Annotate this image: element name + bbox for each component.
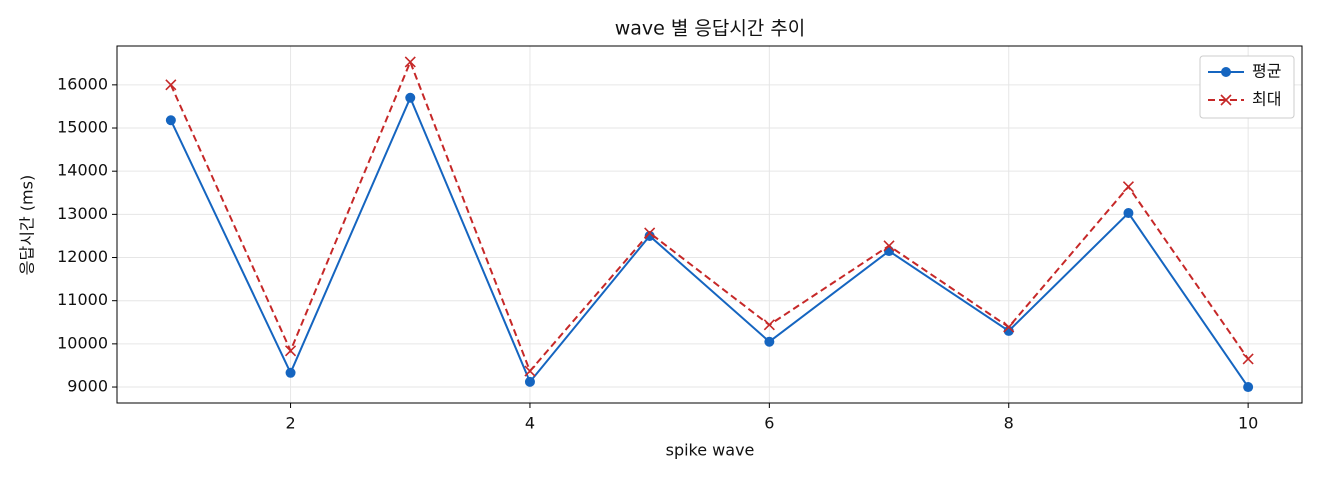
series-line xyxy=(169,95,1249,388)
legend-marker xyxy=(1221,67,1231,77)
marker xyxy=(1242,353,1254,365)
y-tick-label: 15000 xyxy=(57,118,108,137)
x-tick-label: 2 xyxy=(285,414,295,433)
marker xyxy=(764,336,775,347)
marker xyxy=(405,92,416,103)
marker xyxy=(524,376,535,387)
y-tick-label: 9000 xyxy=(67,377,108,396)
y-axis-label: 응답시간 (ms) xyxy=(18,175,37,275)
legend-marker xyxy=(1220,94,1232,106)
y-tick-label: 10000 xyxy=(57,333,108,352)
y-tick-label: 13000 xyxy=(57,204,108,223)
marker xyxy=(165,79,177,91)
x-tick-label: 4 xyxy=(525,414,535,433)
marker xyxy=(404,56,416,68)
marker xyxy=(644,227,656,239)
series-line xyxy=(169,59,1249,373)
marker xyxy=(883,240,895,252)
x-tick-label: 8 xyxy=(1004,414,1014,433)
marker xyxy=(1122,181,1135,193)
y-tick-label: 14000 xyxy=(57,161,108,180)
marker xyxy=(763,319,775,331)
marker xyxy=(644,230,655,241)
plot-frame xyxy=(116,45,1303,404)
marker xyxy=(285,367,296,378)
marker xyxy=(524,365,536,377)
chart-title: wave 별 응답시간 추이 xyxy=(615,18,806,40)
y-tick-label: 11000 xyxy=(57,290,108,309)
marker xyxy=(284,345,297,357)
legend-label: 평균 xyxy=(1252,62,1281,81)
x-tick-label: 10 xyxy=(1238,414,1258,433)
x-tick-label: 6 xyxy=(764,414,774,433)
marker xyxy=(1003,321,1015,333)
y-tick-label: 16000 xyxy=(57,74,108,93)
marker xyxy=(1123,208,1134,219)
y-tick-label: 12000 xyxy=(57,247,108,266)
marker xyxy=(1243,382,1254,393)
x-axis-label: spike wave xyxy=(666,441,755,460)
legend-label: 최대 xyxy=(1252,90,1281,109)
marker xyxy=(165,115,176,126)
